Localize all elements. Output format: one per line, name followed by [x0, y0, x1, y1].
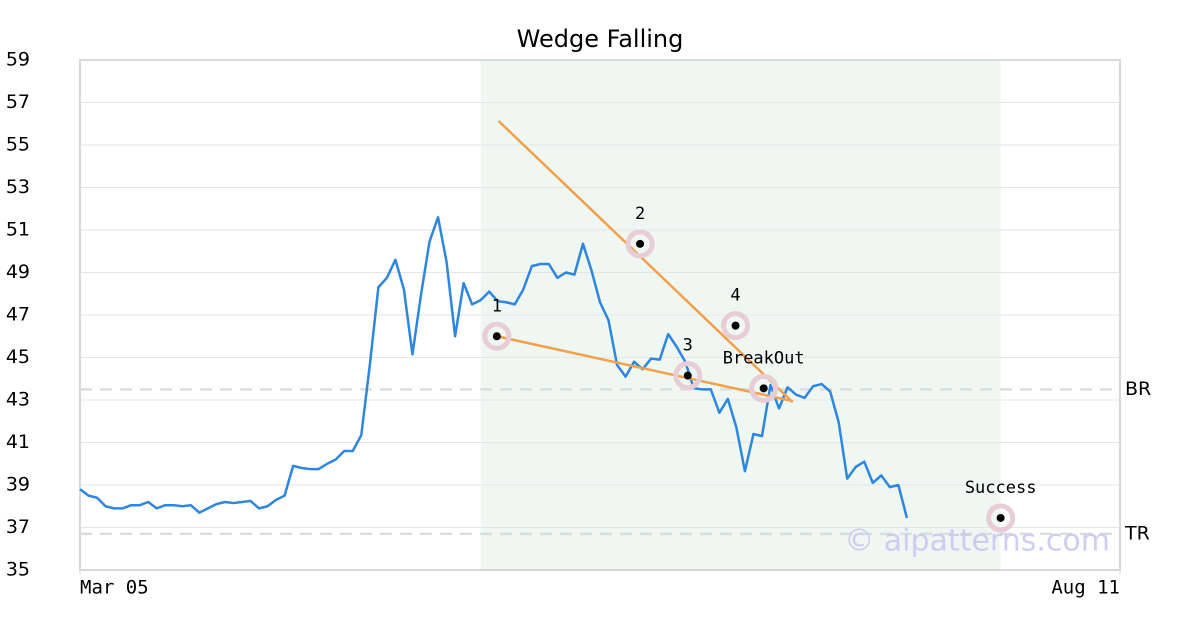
- annotation-point: [492, 332, 501, 341]
- chart-title: Wedge Falling: [517, 25, 684, 53]
- y-tick-label: 35: [6, 559, 30, 581]
- level-label: TR: [1124, 522, 1150, 544]
- y-tick-label: 47: [6, 304, 30, 326]
- annotation-point: [636, 239, 645, 248]
- level-label: BR: [1125, 378, 1151, 400]
- y-tick-label: 55: [6, 134, 30, 156]
- annotation-label: 4: [730, 286, 740, 306]
- trendline: [496, 335, 793, 403]
- y-tick-label: 41: [6, 431, 30, 453]
- y-tick-label: 37: [6, 516, 30, 538]
- annotation-point: [731, 321, 740, 330]
- annotation-label: 1: [492, 296, 502, 316]
- annotation-label: BreakOut: [723, 348, 805, 368]
- y-tick-label: 39: [6, 474, 30, 496]
- trendline: [497, 120, 794, 404]
- x-tick-label: Mar 05: [80, 577, 149, 599]
- annotation-label: Success: [965, 478, 1037, 498]
- y-tick-label: 57: [6, 91, 30, 113]
- annotation-point: [996, 513, 1005, 522]
- annotation-halo: [625, 229, 655, 259]
- y-tick-label: 45: [6, 346, 30, 368]
- annotation-halo: [673, 361, 703, 391]
- y-tick-label: 53: [6, 176, 30, 198]
- annotation-label: 2: [635, 204, 645, 224]
- annotation-halo: [482, 321, 512, 351]
- plot-frame: [79, 59, 1121, 571]
- annotation-halo: [721, 311, 751, 341]
- watermark: © aipatterns.com: [844, 524, 1110, 559]
- annotation-point: [759, 384, 768, 393]
- y-tick-label: 59: [6, 49, 30, 71]
- price-line: [79, 216, 909, 519]
- y-tick-label: 49: [6, 261, 30, 283]
- annotation-halo: [986, 503, 1016, 533]
- annotation-point: [683, 371, 692, 380]
- annotation-halo: [749, 373, 779, 403]
- annotation-label: 3: [683, 336, 693, 356]
- x-tick-label: Aug 11: [1051, 577, 1120, 599]
- y-tick-label: 51: [6, 219, 30, 241]
- y-tick-label: 43: [6, 389, 30, 411]
